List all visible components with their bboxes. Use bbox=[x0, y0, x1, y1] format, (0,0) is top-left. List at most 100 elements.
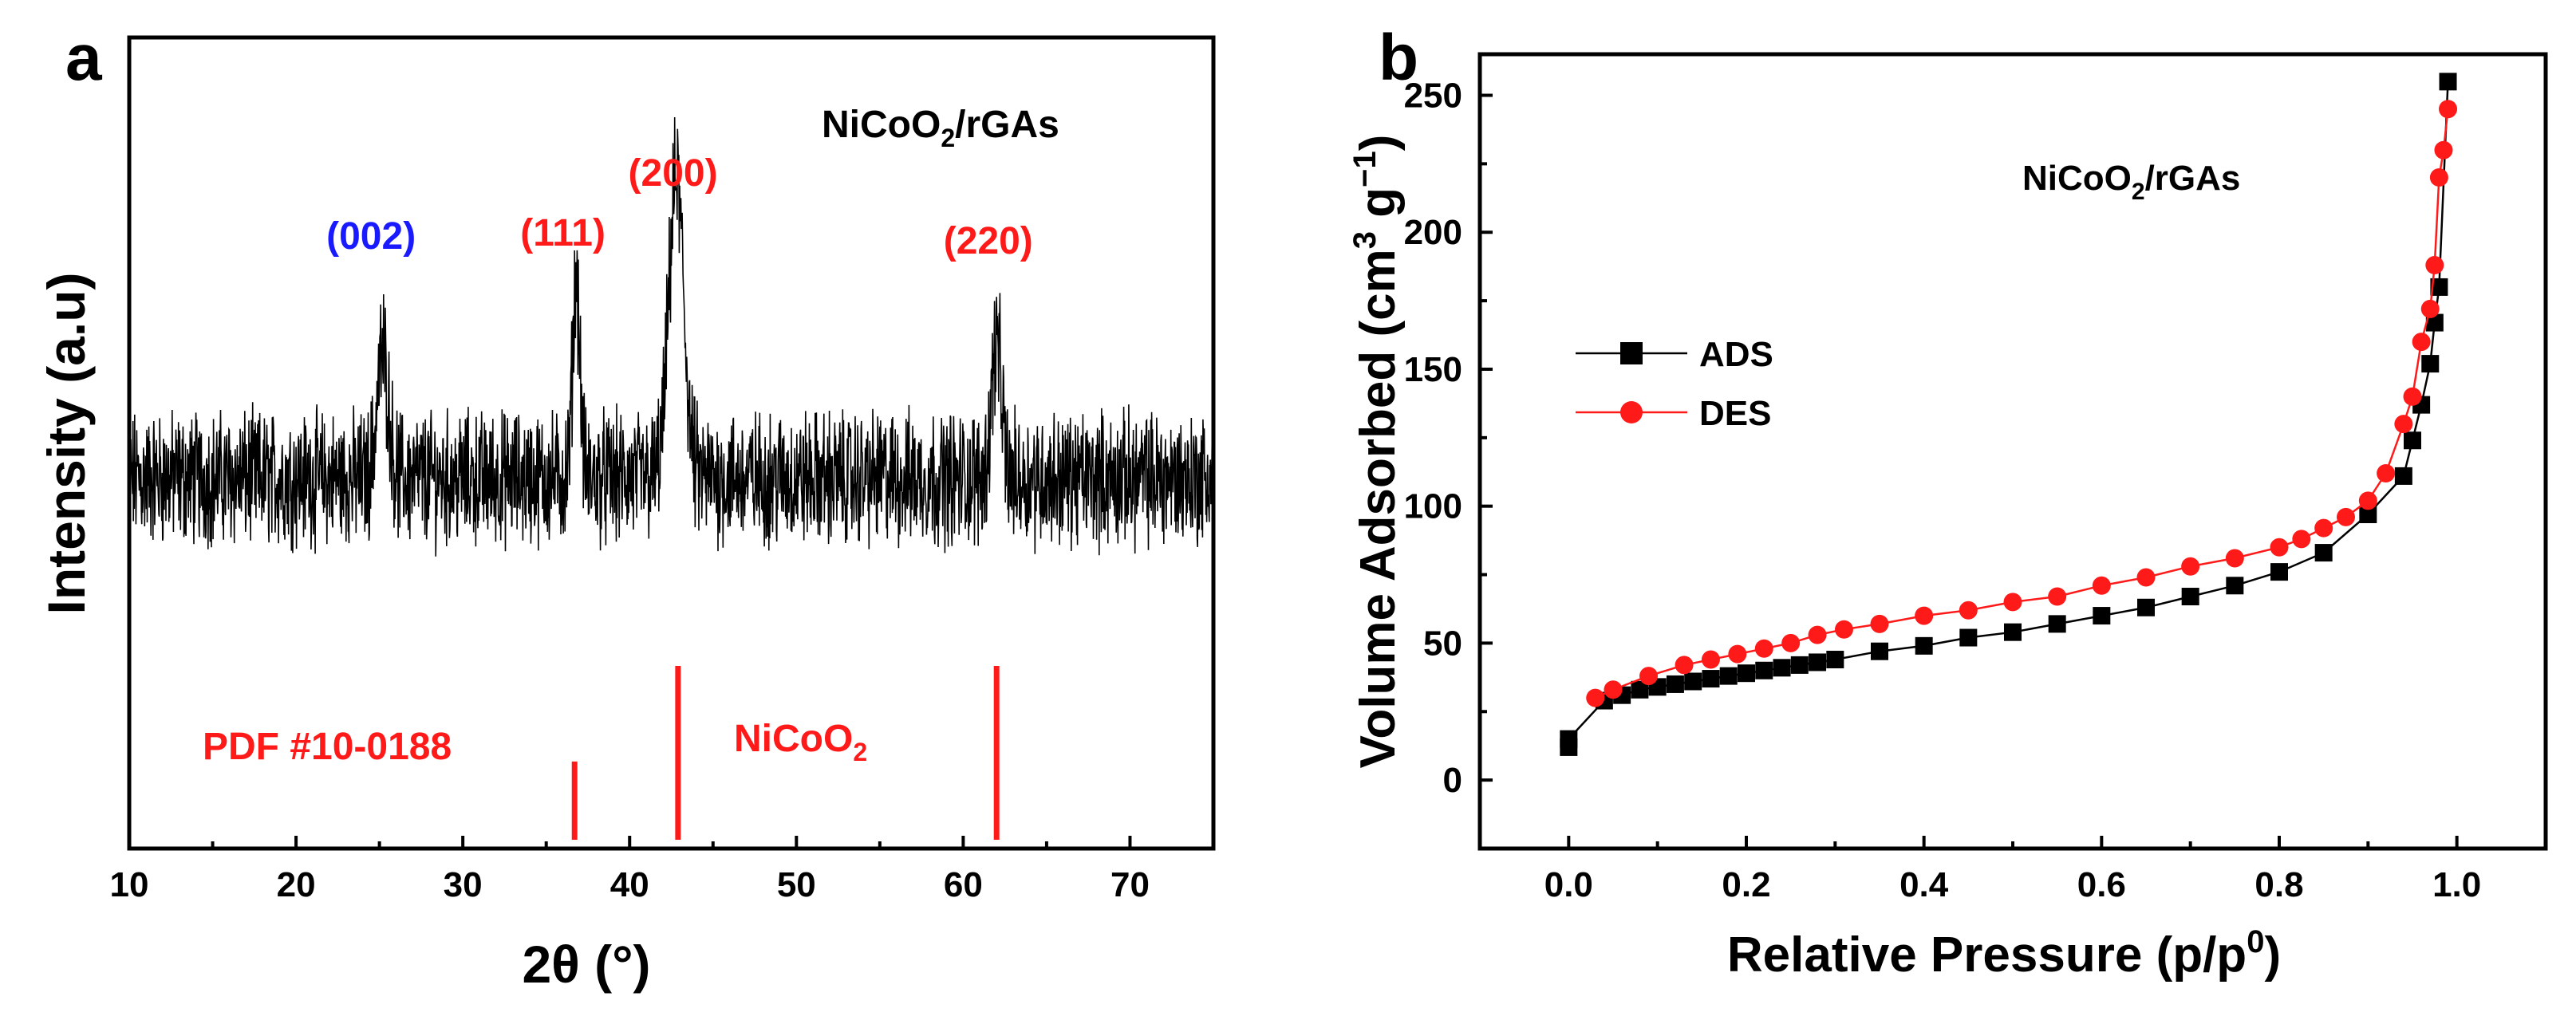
xrd-x-tick-label: 10 bbox=[110, 865, 149, 904]
bet-y-tick-label: 100 bbox=[1404, 487, 1462, 526]
ads-point bbox=[1738, 664, 1755, 683]
ads-point bbox=[2137, 598, 2155, 616]
legend: ADS DES bbox=[1576, 335, 1773, 433]
ads-point bbox=[2226, 577, 2244, 595]
bet-plot-area: 0.0 0.2 0.4 0.6 0.8 1.0 0 50 100 150 200 250 bbox=[1404, 52, 2548, 904]
ads-point bbox=[1560, 730, 1578, 748]
ads-point bbox=[2314, 544, 2333, 562]
bet-x-ticks: 0.0 0.2 0.4 0.6 0.8 1.0 bbox=[1478, 836, 2547, 904]
des-point bbox=[2412, 333, 2431, 352]
xrd-x-tick-label: 70 bbox=[1110, 865, 1150, 904]
peak-label-002: (002) bbox=[326, 215, 416, 258]
bet-sample-label: NiCoO2/rGAs bbox=[2022, 159, 2240, 205]
des-point bbox=[1639, 667, 1659, 686]
des-point bbox=[1959, 601, 1978, 620]
bet-x-tick-label: 0.2 bbox=[1722, 865, 1770, 904]
ads-point bbox=[1871, 642, 1888, 660]
xrd-x-ticks: 10 20 30 40 50 60 70 bbox=[110, 836, 1215, 904]
bet-x-tick-label: 0.0 bbox=[1544, 865, 1593, 904]
des-point bbox=[1728, 644, 1747, 664]
des-point bbox=[2003, 593, 2022, 612]
des-point bbox=[1870, 614, 1889, 633]
ads-point bbox=[2181, 588, 2199, 606]
des-point bbox=[2314, 518, 2333, 538]
des-point bbox=[2092, 576, 2111, 595]
peak-label-200: (200) bbox=[629, 152, 718, 195]
des-point bbox=[1834, 620, 1853, 639]
des-point bbox=[1781, 633, 1801, 652]
des-point bbox=[2377, 463, 2396, 482]
xrd-sample-label: NiCoO2/rGAs bbox=[822, 104, 1059, 152]
xrd-y-axis-label: Intensity (a.u) bbox=[37, 272, 96, 614]
des-point bbox=[1915, 606, 1934, 625]
des-point bbox=[2420, 299, 2440, 318]
des-point bbox=[2358, 491, 2377, 510]
xrd-x-tick-label: 60 bbox=[944, 865, 983, 904]
peak-label-111: (111) bbox=[520, 212, 606, 254]
ads-point bbox=[1702, 670, 1720, 688]
ads-point bbox=[2270, 563, 2288, 581]
ads-point bbox=[1915, 636, 1933, 655]
bet-axes-frame bbox=[1477, 52, 2548, 851]
ads-point bbox=[2048, 615, 2066, 633]
xrd-x-tick-label: 50 bbox=[777, 865, 816, 904]
ads-point bbox=[1755, 661, 1773, 679]
bet-x-axis-label: Relative Pressure (p/p0) bbox=[1727, 924, 2281, 983]
ads-point bbox=[2404, 431, 2421, 450]
reference-card-label: PDF #10-0188 bbox=[203, 726, 452, 768]
ads-point bbox=[2439, 73, 2457, 91]
ads-point bbox=[1790, 656, 1809, 674]
legend-ads-marker bbox=[1620, 342, 1643, 364]
xrd-plot-area: 10 20 30 40 50 60 70 bbox=[110, 35, 1216, 904]
reference-sticks bbox=[571, 666, 1000, 840]
ads-point bbox=[1719, 667, 1738, 685]
des-point bbox=[2136, 568, 2156, 587]
ads-point bbox=[2004, 623, 2022, 641]
des-point bbox=[2292, 530, 2311, 549]
panel-a: a 10 20 30 40 50 60 70 NiCoO2/rGAs (002) (111)… bbox=[37, 22, 1216, 994]
bet-y-ticks: 0 50 100 150 200 250 bbox=[1404, 77, 1493, 850]
des-point bbox=[1675, 656, 1694, 675]
ads-point bbox=[2425, 313, 2444, 332]
xrd-x-tick-label: 40 bbox=[610, 865, 649, 904]
ads-point bbox=[2394, 467, 2412, 485]
ads-point bbox=[1809, 653, 1827, 671]
des-point bbox=[2439, 100, 2458, 119]
ads-point bbox=[2359, 505, 2377, 523]
des-point bbox=[1604, 680, 1623, 699]
bet-y-tick-label: 0 bbox=[1443, 761, 1462, 800]
des-point bbox=[2403, 387, 2422, 406]
bet-series bbox=[1560, 73, 2458, 756]
xrd-trace bbox=[128, 116, 1214, 557]
reference-phase-label: NiCoO2 bbox=[734, 718, 867, 766]
des-point bbox=[2337, 507, 2355, 526]
ads-point bbox=[1684, 672, 1702, 691]
bet-y-axis-label: Volume Adsorbed (cm3 g−1) bbox=[1347, 135, 1406, 769]
des-point bbox=[1586, 688, 1605, 707]
bet-y-tick-label: 150 bbox=[1404, 350, 1462, 389]
des-point bbox=[2394, 415, 2413, 434]
bet-x-tick-label: 1.0 bbox=[2432, 865, 2481, 904]
panel-label-b: b bbox=[1379, 22, 1418, 94]
bet-y-tick-label: 200 bbox=[1404, 213, 1462, 252]
des-point bbox=[2429, 168, 2448, 187]
des-point bbox=[2425, 255, 2444, 274]
bet-y-tick-label: 50 bbox=[1423, 624, 1462, 663]
legend-des-label: DES bbox=[1699, 394, 1771, 433]
des-point bbox=[2048, 587, 2067, 606]
des-point bbox=[2434, 140, 2453, 159]
bet-x-tick-label: 0.6 bbox=[2077, 865, 2126, 904]
ads-point bbox=[1773, 659, 1791, 677]
ads-point bbox=[1826, 651, 1844, 669]
bet-y-tick-label: 250 bbox=[1404, 77, 1462, 116]
xrd-x-tick-label: 20 bbox=[277, 865, 316, 904]
ads-point bbox=[2421, 355, 2440, 373]
des-point bbox=[1808, 625, 1827, 644]
xrd-x-tick-label: 30 bbox=[444, 865, 483, 904]
xrd-x-axis-label: 2θ (°) bbox=[522, 935, 650, 994]
des-point bbox=[2181, 557, 2200, 576]
ads-point bbox=[2430, 278, 2448, 296]
ads-point bbox=[1631, 680, 1649, 699]
ads-point bbox=[1959, 628, 1978, 647]
